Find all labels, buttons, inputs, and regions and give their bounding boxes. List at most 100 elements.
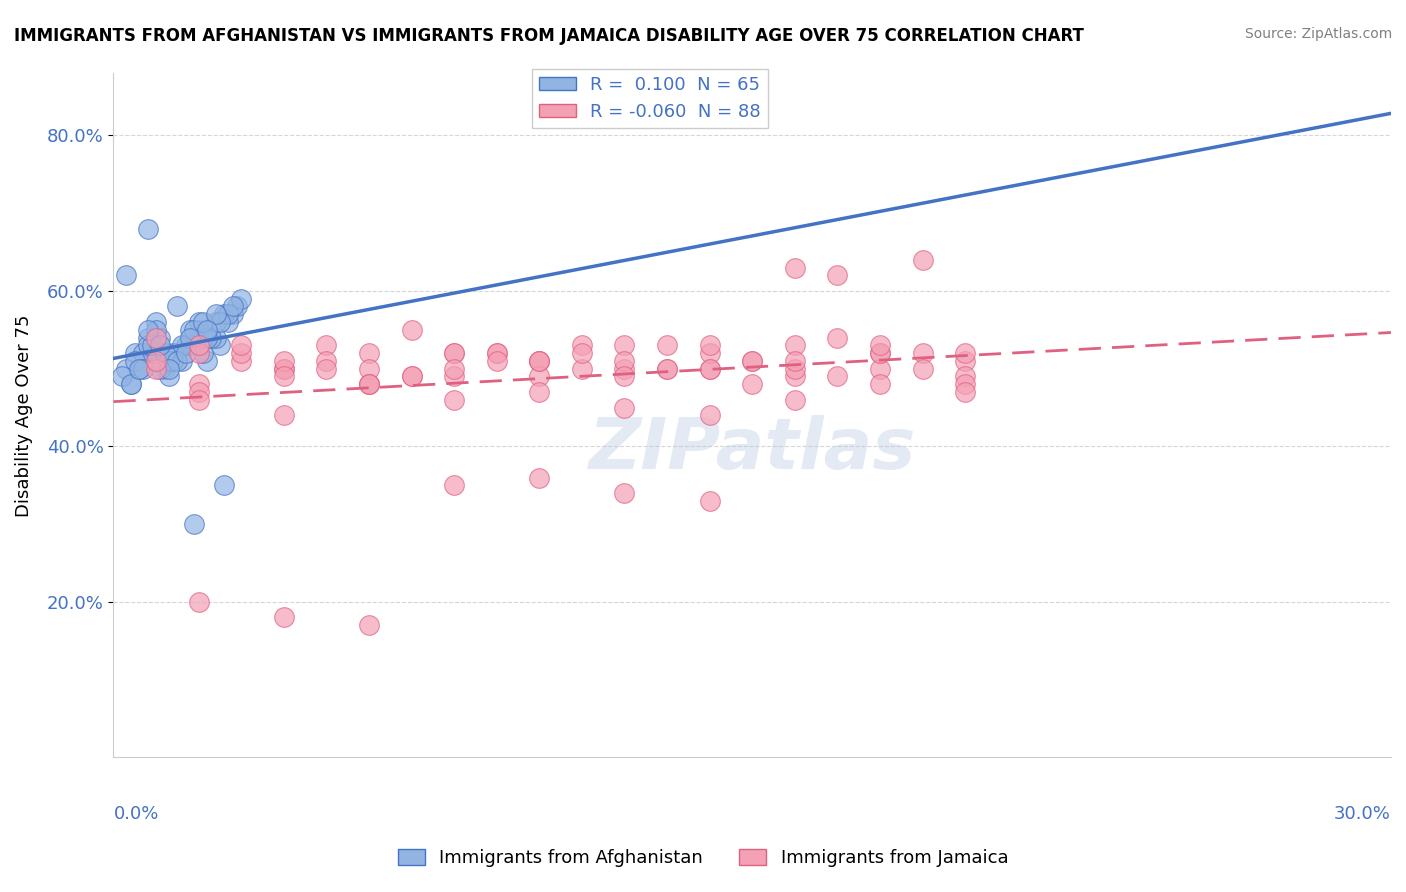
Point bbox=[869, 346, 891, 360]
Point bbox=[231, 338, 253, 352]
Point bbox=[741, 377, 763, 392]
Point bbox=[783, 369, 806, 384]
Point bbox=[166, 354, 188, 368]
Point bbox=[179, 338, 201, 352]
Point bbox=[170, 338, 193, 352]
Point bbox=[115, 268, 138, 283]
Point bbox=[174, 338, 197, 352]
Point bbox=[145, 346, 167, 360]
Point bbox=[443, 478, 465, 492]
Point bbox=[183, 323, 205, 337]
Point bbox=[443, 361, 465, 376]
Point bbox=[571, 338, 593, 352]
Point bbox=[655, 361, 678, 376]
Point bbox=[157, 361, 180, 376]
Point bbox=[741, 354, 763, 368]
Point bbox=[699, 338, 721, 352]
Point bbox=[783, 354, 806, 368]
Point bbox=[124, 354, 146, 368]
Point bbox=[953, 354, 976, 368]
Point bbox=[179, 323, 201, 337]
Point bbox=[357, 346, 380, 360]
Point bbox=[145, 323, 167, 337]
Point bbox=[699, 361, 721, 376]
Point bbox=[191, 315, 214, 329]
Point bbox=[145, 354, 167, 368]
Point bbox=[953, 377, 976, 392]
Point bbox=[195, 330, 218, 344]
Point bbox=[613, 361, 636, 376]
Point bbox=[443, 369, 465, 384]
Point bbox=[571, 346, 593, 360]
Point bbox=[273, 361, 295, 376]
Point bbox=[187, 595, 209, 609]
Text: Source: ZipAtlas.com: Source: ZipAtlas.com bbox=[1244, 27, 1392, 41]
Point bbox=[529, 354, 551, 368]
Point bbox=[869, 338, 891, 352]
Point bbox=[529, 354, 551, 368]
Point bbox=[132, 346, 155, 360]
Point bbox=[208, 338, 231, 352]
Point bbox=[187, 392, 209, 407]
Point bbox=[166, 346, 188, 360]
Point bbox=[187, 346, 209, 360]
Point bbox=[613, 486, 636, 500]
Point bbox=[699, 493, 721, 508]
Point bbox=[699, 361, 721, 376]
Point bbox=[401, 369, 423, 384]
Point bbox=[149, 338, 172, 352]
Point bbox=[226, 300, 249, 314]
Point bbox=[217, 315, 239, 329]
Point bbox=[529, 384, 551, 399]
Legend: Immigrants from Afghanistan, Immigrants from Jamaica: Immigrants from Afghanistan, Immigrants … bbox=[391, 841, 1015, 874]
Point bbox=[153, 346, 176, 360]
Point bbox=[443, 346, 465, 360]
Point bbox=[191, 346, 214, 360]
Point bbox=[273, 361, 295, 376]
Point bbox=[273, 354, 295, 368]
Point bbox=[204, 307, 226, 321]
Point bbox=[145, 361, 167, 376]
Point bbox=[273, 369, 295, 384]
Point bbox=[699, 409, 721, 423]
Point bbox=[153, 361, 176, 376]
Point bbox=[187, 323, 209, 337]
Point bbox=[655, 338, 678, 352]
Point bbox=[315, 361, 337, 376]
Point bbox=[149, 361, 172, 376]
Point bbox=[136, 221, 159, 235]
Point bbox=[485, 346, 508, 360]
Point bbox=[827, 330, 849, 344]
Text: ZIPatlas: ZIPatlas bbox=[589, 415, 915, 484]
Point bbox=[170, 354, 193, 368]
Point bbox=[783, 392, 806, 407]
Point bbox=[827, 369, 849, 384]
Point bbox=[485, 354, 508, 368]
Point bbox=[183, 517, 205, 532]
Point bbox=[231, 346, 253, 360]
Y-axis label: Disability Age Over 75: Disability Age Over 75 bbox=[15, 314, 32, 516]
Point bbox=[187, 377, 209, 392]
Point bbox=[222, 300, 245, 314]
Point bbox=[443, 346, 465, 360]
Point bbox=[212, 307, 235, 321]
Point bbox=[315, 354, 337, 368]
Point bbox=[231, 292, 253, 306]
Point bbox=[273, 409, 295, 423]
Point bbox=[183, 338, 205, 352]
Point bbox=[869, 377, 891, 392]
Point bbox=[222, 307, 245, 321]
Point bbox=[195, 354, 218, 368]
Point bbox=[120, 377, 142, 392]
Point bbox=[136, 330, 159, 344]
Point bbox=[911, 252, 934, 267]
Point bbox=[162, 354, 184, 368]
Point bbox=[699, 346, 721, 360]
Point bbox=[273, 610, 295, 624]
Point bbox=[157, 369, 180, 384]
Point bbox=[204, 330, 226, 344]
Point bbox=[157, 354, 180, 368]
Point bbox=[166, 300, 188, 314]
Point bbox=[571, 361, 593, 376]
Point bbox=[132, 361, 155, 376]
